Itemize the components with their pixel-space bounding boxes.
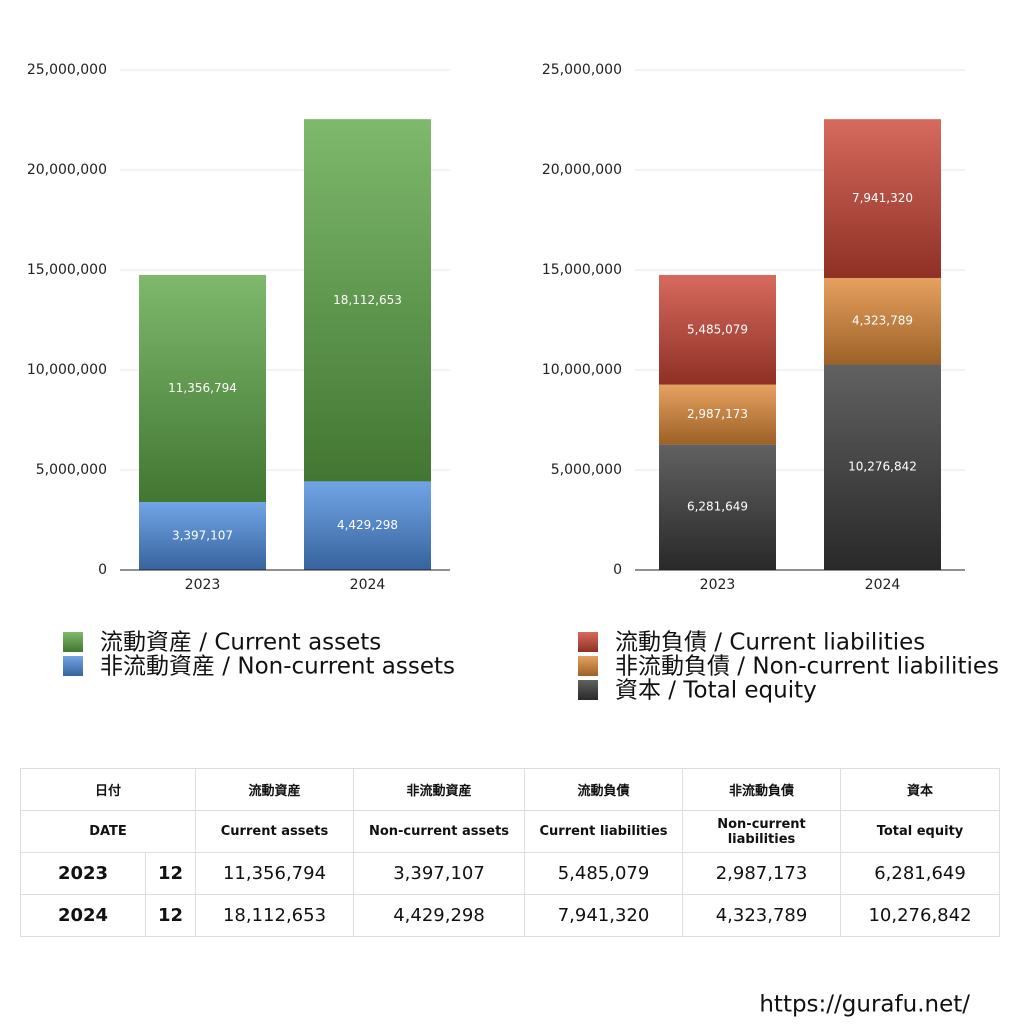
- table-cell: Current liabilities: [524, 810, 683, 853]
- legend-swatch: [63, 632, 83, 652]
- y-tick-label: 25,000,000: [542, 62, 622, 78]
- y-tick-label: 15,000,000: [542, 262, 622, 278]
- value-label: 2,987,173: [687, 407, 748, 421]
- bar-segment: [824, 119, 941, 278]
- table-cell: Non-current liabilities: [682, 810, 841, 853]
- value-label: 3,397,107: [172, 529, 233, 543]
- y-tick-label: 0: [613, 562, 622, 578]
- y-tick-label: 20,000,000: [27, 162, 107, 178]
- data-table: 日付 流動資産 非流動資産 流動負債 非流動負債 資本 DATE Current assets…: [20, 768, 1000, 937]
- legend-swatch: [578, 656, 598, 676]
- y-tick-label: 10,000,000: [542, 362, 622, 378]
- table-cell: 11,356,794: [195, 852, 354, 895]
- legend-label: 流動負債 / Current liabilities: [615, 630, 925, 656]
- table-cell: 18,112,653: [195, 894, 354, 937]
- y-tick-label: 10,000,000: [27, 362, 107, 378]
- table-row: 2024 12 18,112,653 4,429,298 7,941,320 4,323,…: [20, 894, 1000, 937]
- y-tick-label: 5,000,000: [36, 462, 107, 478]
- x-tick-label: 2023: [700, 577, 736, 593]
- y-tick-label: 20,000,000: [542, 162, 622, 178]
- table-cell: 非流動負債: [682, 768, 841, 811]
- bar-segment: [659, 274, 776, 385]
- value-label: 5,485,079: [687, 322, 748, 336]
- value-label: 18,112,653: [333, 293, 402, 307]
- table-cell: Current assets: [195, 810, 354, 853]
- bar-segment: [139, 274, 266, 503]
- legend-swatch: [578, 632, 598, 652]
- table-cell: 4,429,298: [353, 894, 525, 937]
- bar-segment: [304, 481, 431, 570]
- table-cell: 12: [145, 852, 196, 895]
- bar-segment: [659, 384, 776, 445]
- legend-label: 非流動負債 / Non-current liabilities: [615, 654, 999, 680]
- table-cell: 流動負債: [524, 768, 683, 811]
- table-cell: 4,323,789: [682, 894, 841, 937]
- bar-segment: [659, 444, 776, 570]
- x-tick-label: 2024: [350, 577, 386, 593]
- table-cell: 10,276,842: [840, 894, 1000, 937]
- table-cell: 12: [145, 894, 196, 937]
- table-cell: 5,485,079: [524, 852, 683, 895]
- y-tick-label: 5,000,000: [551, 462, 622, 478]
- table-cell: 6,281,649: [840, 852, 1000, 895]
- table-cell: Total equity: [840, 810, 1000, 853]
- x-tick-label: 2024: [865, 577, 901, 593]
- value-label: 4,429,298: [337, 518, 398, 532]
- bar-segment: [824, 277, 941, 365]
- legend-label: 非流動資産 / Non-current assets: [100, 654, 455, 680]
- footer-url: https://gurafu.net/: [759, 992, 970, 1018]
- table-cell: 非流動資産: [353, 768, 525, 811]
- table-cell: 2023: [20, 852, 146, 895]
- bar-segment: [304, 119, 431, 482]
- bar-segment: [139, 502, 266, 570]
- x-tick-label: 2023: [185, 577, 221, 593]
- y-tick-label: 25,000,000: [27, 62, 107, 78]
- table-row: 日付 流動資産 非流動資産 流動負債 非流動負債 資本: [20, 768, 1000, 811]
- legend-swatch: [63, 656, 83, 676]
- table-cell: 2,987,173: [682, 852, 841, 895]
- legend-label: 流動資産 / Current assets: [100, 630, 381, 656]
- table-row: DATE Current assets Non-current assets Curr…: [20, 810, 1000, 853]
- table-cell: 7,941,320: [524, 894, 683, 937]
- legend-swatch: [578, 680, 598, 700]
- value-label: 11,356,794: [168, 381, 237, 395]
- table-cell: 日付: [20, 768, 196, 811]
- y-tick-label: 15,000,000: [27, 262, 107, 278]
- legend-label: 資本 / Total equity: [615, 678, 817, 704]
- table-cell: 資本: [840, 768, 1000, 811]
- table-cell: 3,397,107: [353, 852, 525, 895]
- y-tick-label: 0: [98, 562, 107, 578]
- value-label: 10,276,842: [848, 460, 917, 474]
- table-cell: DATE: [20, 810, 196, 853]
- table-cell: 2024: [20, 894, 146, 937]
- table-row: 2023 12 11,356,794 3,397,107 5,485,079 2,987,…: [20, 852, 1000, 895]
- value-label: 7,941,320: [852, 191, 913, 205]
- value-label: 6,281,649: [687, 500, 748, 514]
- table-cell: Non-current assets: [353, 810, 525, 853]
- table-cell: 流動資産: [195, 768, 354, 811]
- value-label: 4,323,789: [852, 314, 913, 328]
- bar-segment: [824, 364, 941, 570]
